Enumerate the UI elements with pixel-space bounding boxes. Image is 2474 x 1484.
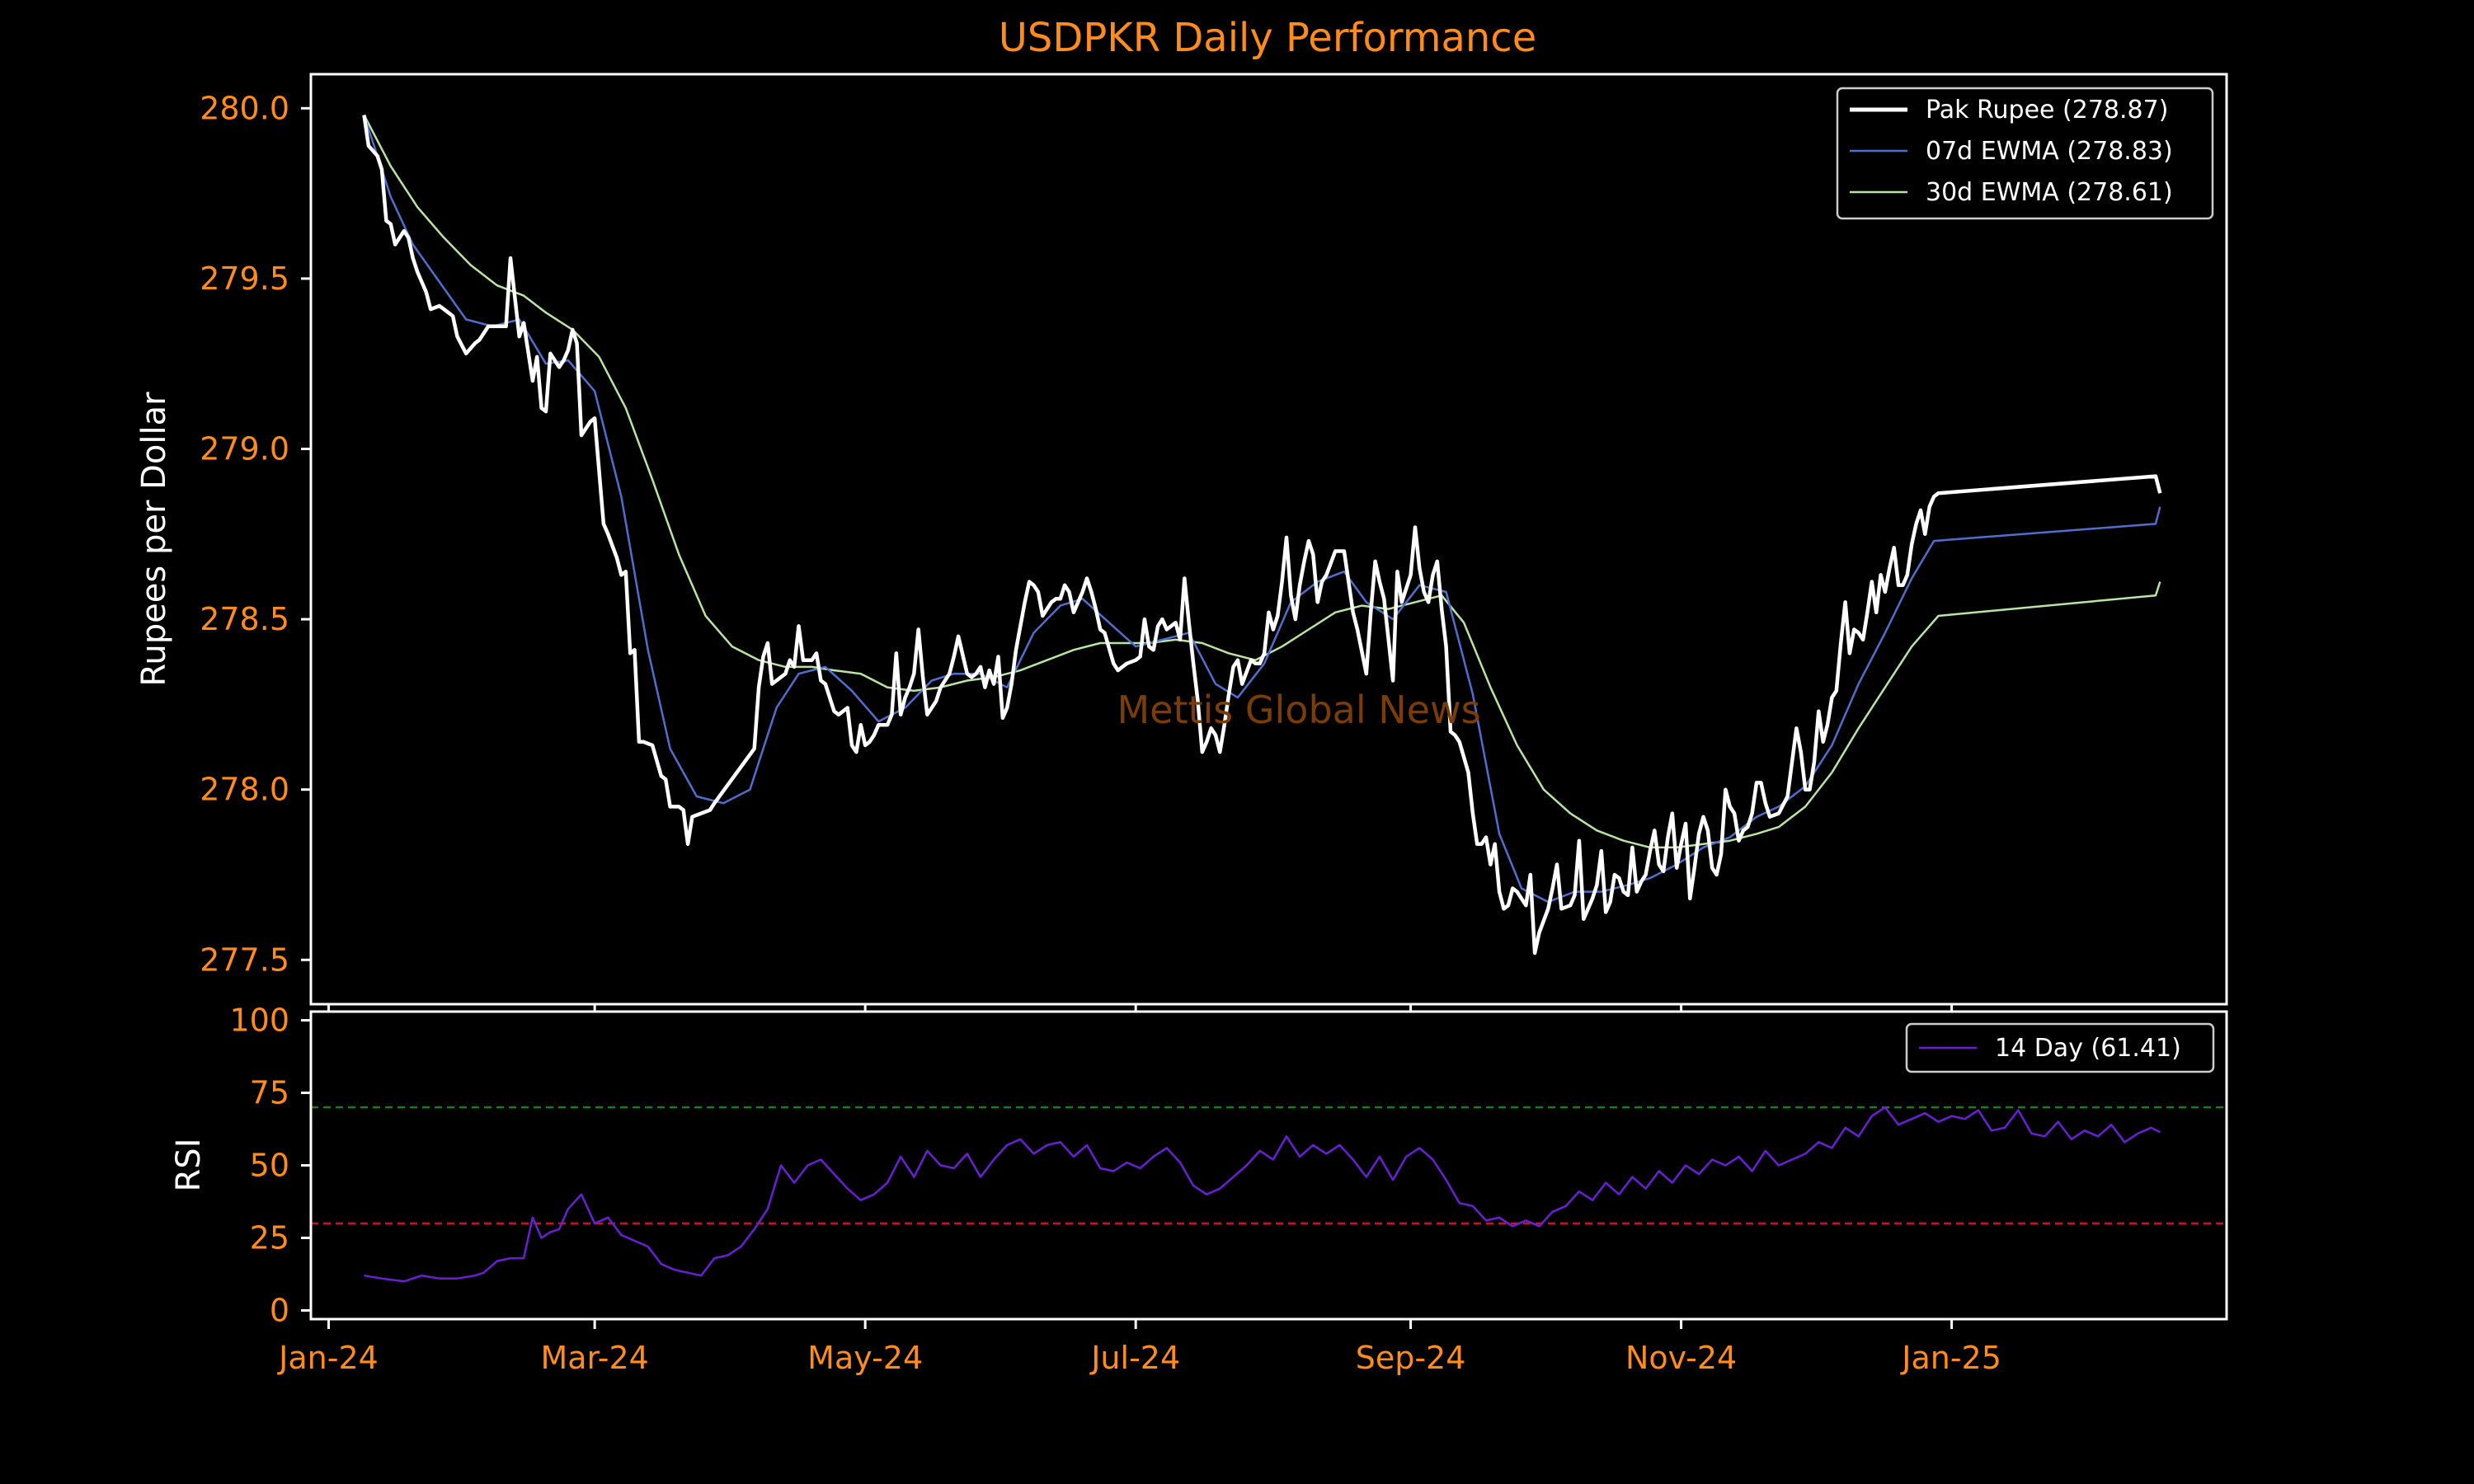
price-y-axis: 277.5 278.0 278.5 279.0 279.5 280.0 bbox=[200, 90, 311, 978]
price-y-tick-label: 279.5 bbox=[200, 261, 289, 297]
x-tick-label: May-24 bbox=[807, 1340, 923, 1376]
rsi-y-tick-label: 25 bbox=[250, 1219, 289, 1256]
x-tick-label: Jan-25 bbox=[1900, 1340, 2001, 1376]
series-line-pak-rupee bbox=[362, 115, 2162, 956]
price-plot-area bbox=[362, 115, 2162, 956]
rsi-y-tick-label: 100 bbox=[229, 1003, 289, 1039]
chart-title: USDPKR Daily Performance bbox=[999, 15, 1536, 61]
legend-label-14-day: 14 Day (61.41) bbox=[1995, 1034, 2181, 1063]
rsi-y-axis-label: RSI bbox=[170, 1139, 208, 1192]
series-line-07d-ewma bbox=[363, 115, 2161, 904]
rsi-y-tick-label: 50 bbox=[250, 1148, 289, 1184]
legend-label-pak-rupee: Pak Rupee (278.87) bbox=[1926, 96, 2168, 124]
watermark: Mettis Global News bbox=[1117, 688, 1480, 732]
x-tick-label: Sep-24 bbox=[1356, 1340, 1466, 1376]
legend-label-07d-ewma: 07d EWMA (278.83) bbox=[1926, 137, 2173, 166]
x-tick-label: Nov-24 bbox=[1625, 1340, 1737, 1376]
x-axis: Jan-24 Mar-24 May-24 Jul-24 Sep-24 Nov-24 Jan-… bbox=[277, 1004, 2001, 1376]
price-y-tick-label: 279.0 bbox=[200, 431, 289, 467]
x-tick-label: Jan-24 bbox=[277, 1340, 379, 1376]
price-y-tick-label: 278.5 bbox=[200, 601, 289, 637]
price-panel-frame bbox=[309, 73, 2228, 1006]
price-y-tick-label: 280.0 bbox=[200, 90, 289, 126]
price-y-tick-label: 278.0 bbox=[200, 772, 289, 808]
price-legend: Pak Rupee (278.87) 07d EWMA (278.83) 30d… bbox=[1836, 87, 2214, 220]
x-tick-label: Mar-24 bbox=[540, 1340, 648, 1376]
rsi-panel: 0 25 50 75 100 RSI 14 Day (61.41) bbox=[170, 1003, 2228, 1328]
rsi-y-tick-label: 0 bbox=[270, 1292, 289, 1328]
rsi-legend: 14 Day (61.41) bbox=[1905, 1022, 2215, 1073]
price-panel: 277.5 278.0 278.5 279.0 279.5 280.0 Rupees pe… bbox=[135, 73, 2228, 1006]
legend-label-30d-ewma: 30d EWMA (278.61) bbox=[1926, 178, 2173, 207]
rsi-plot-area bbox=[311, 1106, 2227, 1283]
rsi-y-tick-label: 75 bbox=[250, 1075, 289, 1111]
x-tick-label: Jul-24 bbox=[1089, 1340, 1180, 1376]
price-legend-box bbox=[1836, 87, 2214, 220]
rsi-y-axis: 0 25 50 75 100 bbox=[229, 1003, 311, 1328]
series-line-rsi-14-day bbox=[364, 1106, 2161, 1283]
rsi-legend-box bbox=[1905, 1022, 2215, 1073]
price-y-axis-label: Rupees per Dollar bbox=[135, 392, 173, 687]
price-y-tick-label: 277.5 bbox=[200, 942, 289, 978]
